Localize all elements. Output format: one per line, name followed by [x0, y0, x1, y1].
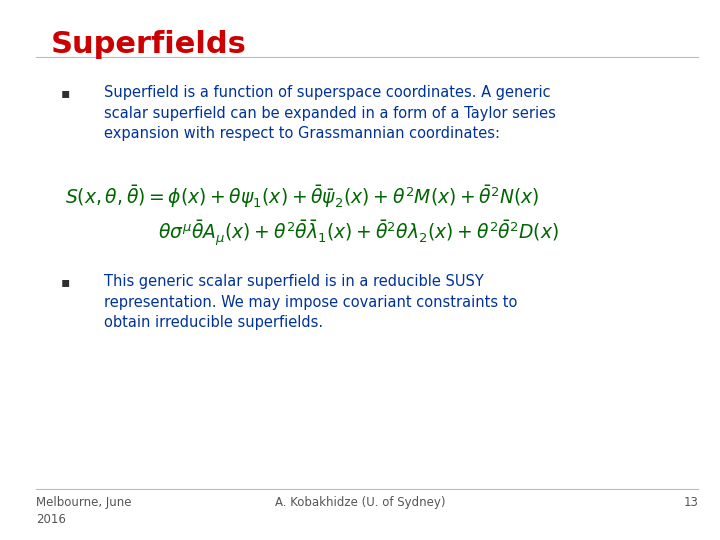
Text: Superfields: Superfields [50, 30, 246, 59]
Text: $S(x,\theta,\bar{\theta}) = \phi(x) + \theta\psi_1(x) + \bar{\theta}\bar{\psi}_2: $S(x,\theta,\bar{\theta}) = \phi(x) + \t… [65, 184, 539, 211]
Text: scalar superfield can be expanded in a form of a Taylor series: scalar superfield can be expanded in a f… [104, 106, 557, 121]
Text: ▪: ▪ [61, 275, 71, 289]
Text: 13: 13 [683, 496, 698, 509]
Text: Melbourne, June: Melbourne, June [36, 496, 132, 509]
Text: Superfield is a function of superspace coordinates. A generic: Superfield is a function of superspace c… [104, 85, 551, 100]
Text: 2016: 2016 [36, 513, 66, 526]
Text: A. Kobakhidze (U. of Sydney): A. Kobakhidze (U. of Sydney) [275, 496, 445, 509]
Text: expansion with respect to Grassmannian coordinates:: expansion with respect to Grassmannian c… [104, 126, 500, 141]
Text: This generic scalar superfield is in a reducible SUSY: This generic scalar superfield is in a r… [104, 274, 484, 289]
Text: ▪: ▪ [61, 86, 71, 100]
Text: obtain irreducible superfields.: obtain irreducible superfields. [104, 315, 323, 330]
Text: $\theta\sigma^\mu\bar{\theta}A_\mu(x) + \theta^2\bar{\theta}\bar{\lambda}_1(x) +: $\theta\sigma^\mu\bar{\theta}A_\mu(x) + … [158, 219, 559, 248]
Text: representation. We may impose covariant constraints to: representation. We may impose covariant … [104, 295, 518, 310]
